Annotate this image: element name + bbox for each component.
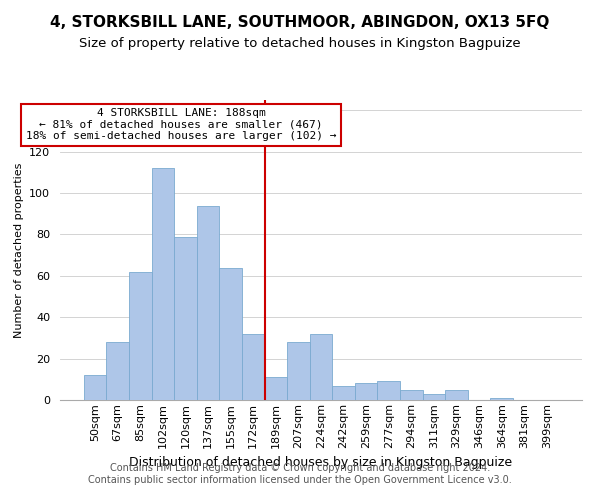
Text: 4 STORKSBILL LANE: 188sqm
← 81% of detached houses are smaller (467)
18% of semi: 4 STORKSBILL LANE: 188sqm ← 81% of detac… [26,108,336,142]
Bar [422,394,445,400]
Bar [197,206,220,400]
Bar [445,390,468,400]
Text: 4, STORKSBILL LANE, SOUTHMOOR, ABINGDON, OX13 5FQ: 4, STORKSBILL LANE, SOUTHMOOR, ABINGDON,… [50,15,550,30]
Bar [377,382,400,400]
X-axis label: Distribution of detached houses by size in Kingston Bagpuize: Distribution of detached houses by size … [130,456,512,469]
Y-axis label: Number of detached properties: Number of detached properties [14,162,23,338]
Bar [490,398,513,400]
Bar [287,342,310,400]
Bar [332,386,355,400]
Bar [265,377,287,400]
Bar [220,268,242,400]
Bar [242,334,265,400]
Bar [310,334,332,400]
Bar [84,375,106,400]
Bar [129,272,152,400]
Bar [174,236,197,400]
Text: Size of property relative to detached houses in Kingston Bagpuize: Size of property relative to detached ho… [79,38,521,51]
Bar [106,342,129,400]
Bar [152,168,174,400]
Bar [355,384,377,400]
Bar [400,390,422,400]
Text: Contains HM Land Registry data © Crown copyright and database right 2024.
Contai: Contains HM Land Registry data © Crown c… [88,464,512,485]
